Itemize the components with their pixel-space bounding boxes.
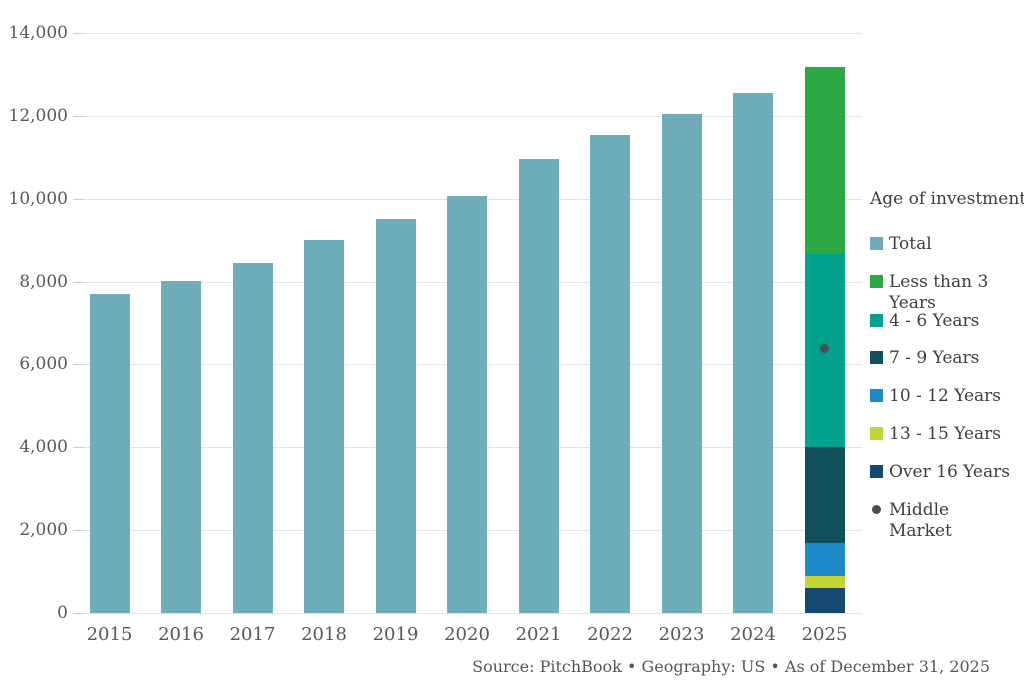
legend-swatch-square	[870, 314, 883, 327]
x-axis-label-2025: 2025	[801, 624, 848, 645]
x-axis-label-2021: 2021	[515, 624, 562, 645]
x-axis-label-2023: 2023	[658, 624, 705, 645]
legend-item-label: Over 16 Years	[889, 462, 1010, 482]
legend-item-4-6-years: 4 - 6 Years	[870, 311, 979, 332]
legend-swatch-square	[870, 237, 883, 250]
legend-item-13-15-years: 13 - 15 Years	[870, 424, 1001, 445]
bar-2022	[590, 134, 630, 613]
gridline-12,000	[73, 115, 862, 117]
x-axis-label-2020: 2020	[444, 624, 490, 645]
legend-swatch-square	[870, 275, 883, 288]
bar-2025-segment-over-16-years	[804, 588, 845, 613]
y-tick-10,000	[73, 198, 83, 200]
legend-swatch-square	[870, 465, 883, 478]
x-axis-label-2017: 2017	[229, 624, 276, 645]
legend-title: Age of investment	[870, 189, 1024, 209]
x-axis-label-2019: 2019	[372, 624, 419, 645]
x-axis-label-2016: 2016	[158, 624, 204, 645]
bar-2025-segment-less-than-3-years	[804, 66, 845, 254]
bar-2025-segment-13-15-years	[804, 576, 845, 589]
legend-item-over-16-years: Over 16 Years	[870, 462, 1010, 483]
y-axis-label: 8,000	[19, 271, 68, 292]
legend-item-label: 4 - 6 Years	[889, 311, 980, 331]
legend-item-label: Total	[889, 234, 932, 254]
gridline-0	[73, 613, 862, 614]
legend-item-middle-market: Middle Market	[870, 500, 1013, 541]
legend-swatch-square	[870, 427, 883, 440]
bar-2024	[733, 93, 773, 613]
legend-item-7-9-years: 7 - 9 Years	[870, 348, 979, 369]
legend-swatch-dot	[872, 505, 881, 514]
middle-market-marker	[820, 343, 829, 353]
x-axis-label-2024: 2024	[730, 624, 776, 645]
y-tick-8,000	[73, 281, 83, 283]
x-axis-label-2022: 2022	[587, 624, 633, 645]
bar-2019	[375, 219, 416, 613]
bar-2016	[161, 280, 201, 613]
y-axis-label: 12,000	[8, 105, 68, 126]
legend-item-label: 10 - 12 Years	[889, 386, 1002, 406]
legend-item-label: 13 - 15 Years	[889, 424, 1002, 444]
y-axis-label: 4,000	[19, 437, 68, 458]
legend-item-less-than-3-years: Less than 3 Years	[870, 272, 988, 313]
x-axis-label-2018: 2018	[301, 624, 347, 645]
legend-swatch-square	[870, 389, 883, 402]
bar-2017	[232, 262, 273, 613]
bar-2025-segment-10-12-years	[804, 542, 845, 577]
legend-item-10-12-years: 10 - 12 Years	[870, 386, 1001, 407]
bar-2015	[89, 294, 130, 613]
y-axis-label: 0	[57, 603, 68, 623]
y-tick-0	[73, 613, 83, 614]
y-tick-4,000	[73, 447, 83, 449]
y-axis-label: 6,000	[19, 354, 68, 375]
legend-item-label: Middle Market	[889, 500, 952, 541]
legend-swatch-square	[870, 351, 883, 364]
bar-2025-segment-7-9-years	[804, 447, 845, 543]
gridline-14,000	[73, 33, 862, 34]
y-axis-label: 2,000	[19, 520, 68, 541]
y-tick-6,000	[73, 364, 83, 366]
legend-item-total: Total	[870, 234, 932, 255]
bar-2018	[304, 240, 344, 613]
bar-2021	[518, 159, 559, 613]
legend-item-label: 7 - 9 Years	[889, 348, 980, 368]
source-attribution: Source: PitchBook • Geography: US • As o…	[472, 657, 990, 676]
y-tick-14,000	[73, 33, 83, 34]
x-axis-label-2015: 2015	[86, 624, 133, 645]
bar-2020	[447, 195, 487, 613]
y-axis-label: 14,000	[8, 23, 68, 43]
legend-item-label: Less than 3 Years	[889, 272, 989, 313]
y-tick-12,000	[73, 115, 83, 117]
y-axis-label: 10,000	[8, 188, 68, 209]
y-tick-2,000	[73, 530, 83, 532]
bar-2023	[661, 113, 702, 613]
